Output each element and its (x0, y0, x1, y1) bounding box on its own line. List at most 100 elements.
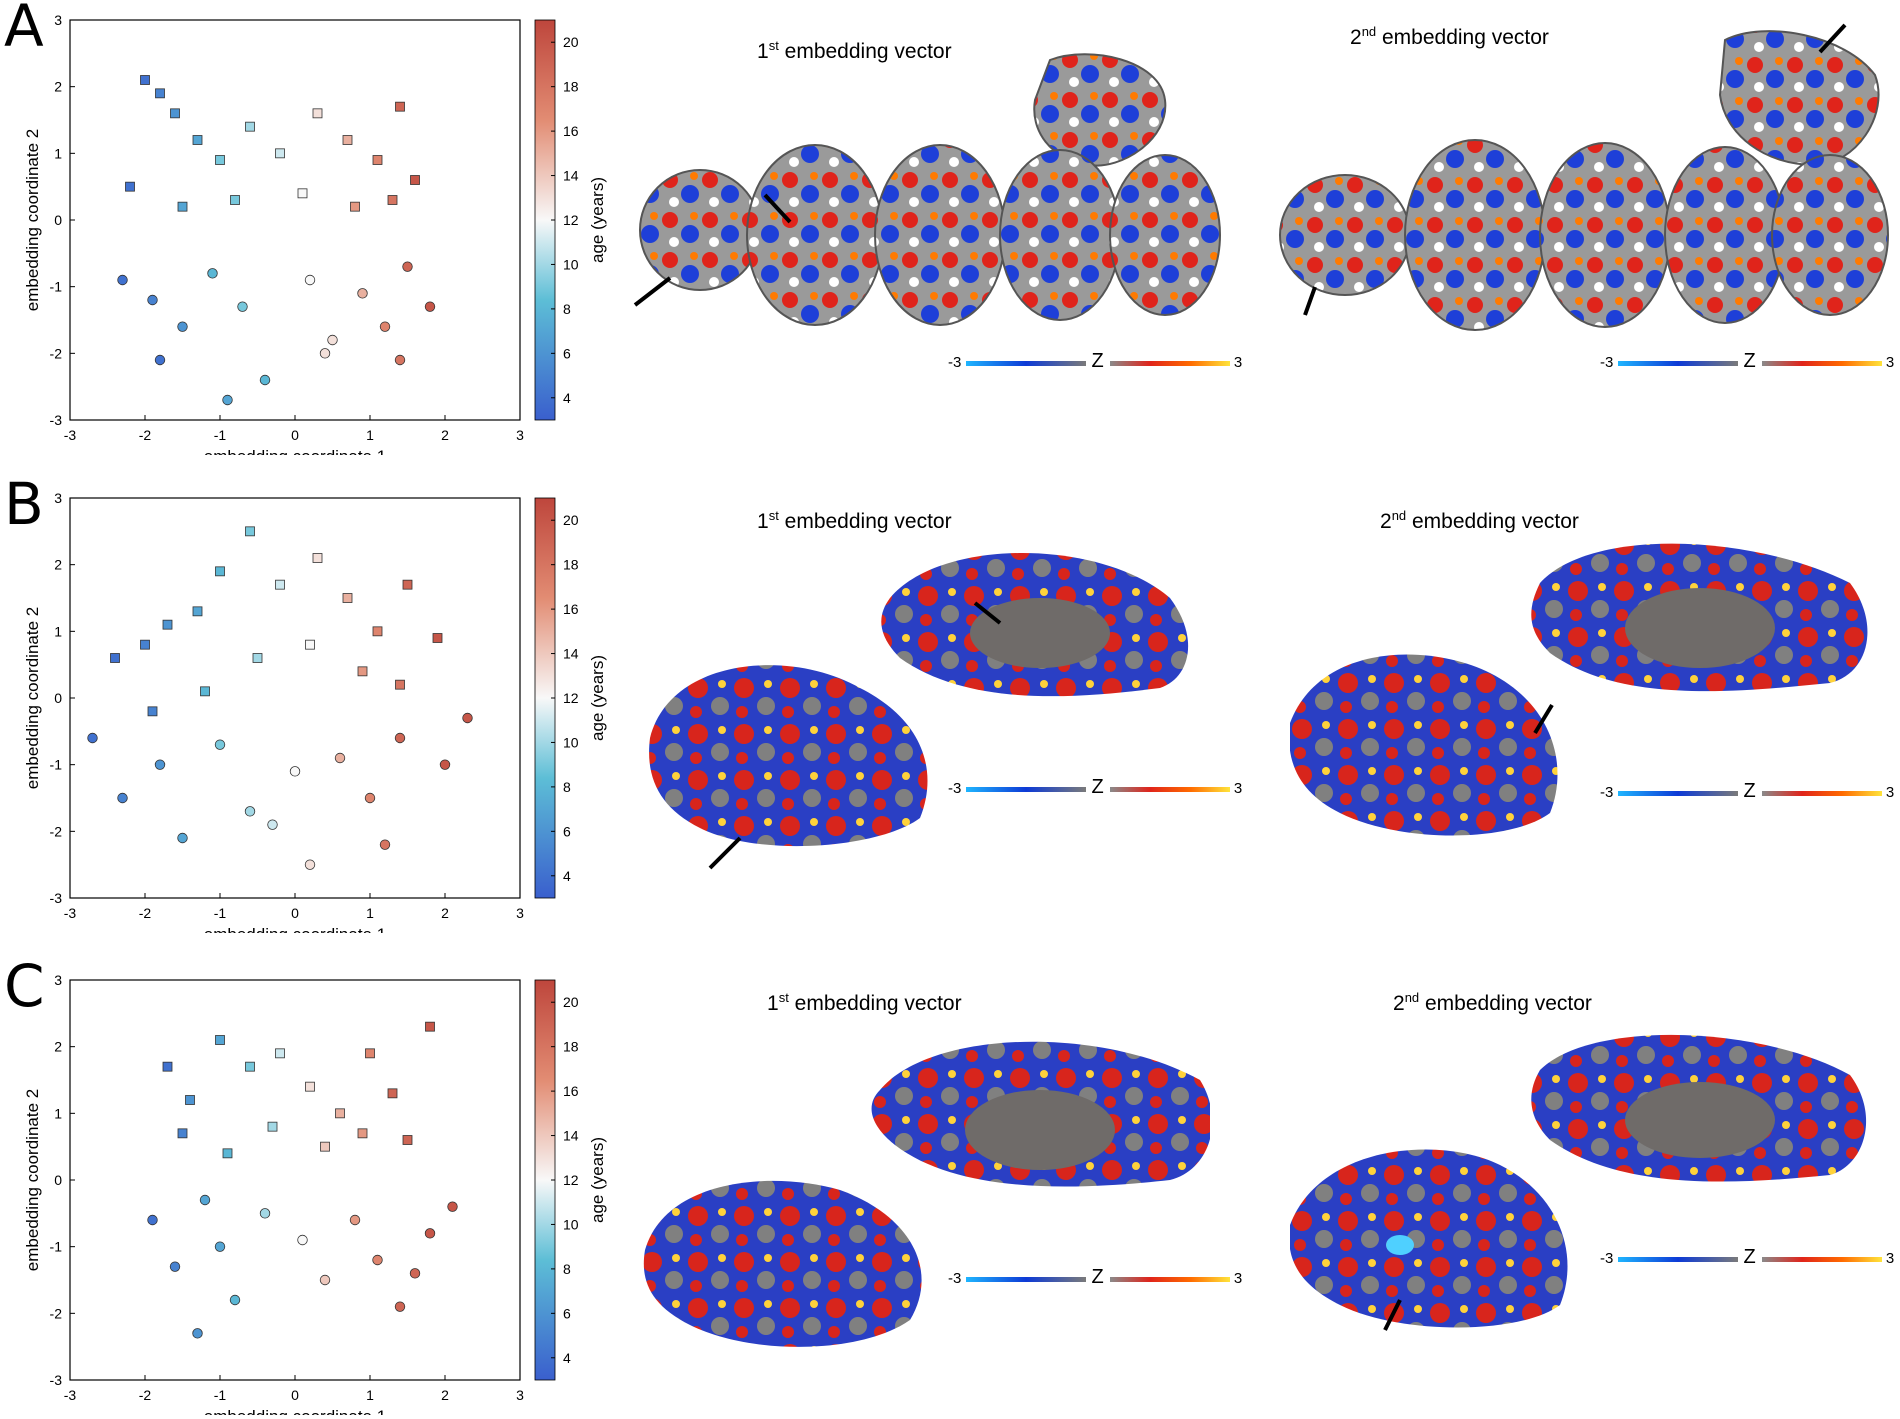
arrow-icon (708, 836, 742, 870)
vector-title-1: 1st embedding vector (757, 508, 952, 533)
square-point (275, 1048, 285, 1059)
square-point (335, 1108, 345, 1119)
circle-point (259, 374, 271, 386)
circle-point (439, 759, 451, 770)
y-tick-label: 1 (54, 145, 62, 161)
cortical-surface-vector-2 (1290, 1034, 1867, 1331)
y-tick-label: 2 (54, 557, 62, 573)
square-point (267, 1121, 278, 1132)
square-point (147, 706, 158, 717)
square-point (395, 679, 405, 690)
circle-point (327, 334, 338, 346)
circle-point (304, 274, 316, 286)
y-tick-label: 3 (54, 490, 62, 506)
circle-point (169, 1261, 181, 1272)
colorbar-tick-label: 14 (563, 1128, 579, 1144)
cortical-surface-vector-2 (1290, 543, 1868, 836)
x-tick-label: 0 (291, 905, 299, 921)
y-tick-label: -3 (50, 412, 63, 428)
vector-title-1: 1st embedding vector (757, 38, 952, 63)
colorbar-tick-label: 14 (563, 168, 579, 184)
circle-point (394, 732, 406, 744)
circle-point (447, 1201, 458, 1212)
y-tick-label: 3 (54, 12, 62, 28)
y-axis-label: embedding coordinate 2 (23, 607, 42, 789)
panel-letter: B (4, 470, 44, 538)
square-point (402, 579, 413, 590)
colorbar-tick-label: 16 (563, 123, 579, 139)
square-point (215, 155, 225, 165)
panel-letter: C (4, 952, 45, 1020)
square-point (155, 88, 165, 99)
circle-point (177, 832, 188, 844)
colorbar-tick-label: 16 (563, 601, 579, 617)
colorbar-tick-label: 12 (563, 212, 579, 228)
circle-point (214, 739, 226, 750)
circle-point (379, 321, 391, 332)
square-point (365, 1048, 375, 1059)
colorbar-label: age (years) (588, 1137, 607, 1223)
colorbar-tick-label: 12 (563, 690, 579, 706)
vector-title-2: 2nd embedding vector (1393, 990, 1592, 1015)
plot-frame (69, 979, 521, 1381)
colorbar-tick-label: 10 (563, 734, 579, 750)
square-point (245, 1061, 255, 1072)
vector-title-2: 2nd embedding vector (1350, 24, 1549, 49)
square-point (245, 526, 255, 537)
colorbar-tick-label: 14 (563, 646, 579, 662)
colorbar-tick-label: 18 (563, 79, 579, 95)
colorbar-tick-label: 20 (563, 512, 579, 528)
x-tick-label: -2 (139, 427, 152, 443)
circle-point (177, 321, 188, 332)
z-scale-2: -3 Z 3 (1600, 350, 1895, 372)
circle-point (154, 354, 166, 366)
square-point (312, 108, 323, 119)
arrow-icon (633, 276, 672, 307)
square-point (312, 553, 323, 563)
square-point (357, 1128, 368, 1139)
axial-slices-vector-1 (633, 53, 1221, 326)
x-tick-label: -2 (139, 905, 152, 921)
x-tick-label: -1 (214, 1387, 227, 1403)
circle-point (259, 1208, 271, 1219)
square-point (177, 1128, 188, 1139)
y-tick-label: 0 (54, 690, 62, 706)
circle-point (117, 792, 128, 804)
y-tick-label: 3 (54, 972, 62, 988)
colorbar-tick-label: 6 (563, 345, 571, 361)
vector-title-2: 2nd embedding vector (1380, 508, 1579, 533)
circle-point (192, 1328, 203, 1339)
plot-frame (69, 19, 521, 421)
x-tick-label: -1 (214, 427, 227, 443)
square-point (342, 593, 353, 603)
x-tick-label: 1 (366, 1387, 374, 1403)
circle-point (379, 839, 391, 850)
x-tick-label: -3 (64, 905, 77, 921)
circle-point (319, 348, 331, 359)
circle-point (424, 301, 436, 312)
panel-letter: A (4, 0, 44, 60)
circle-point (364, 792, 376, 804)
x-tick-label: -2 (139, 1387, 152, 1403)
colorbar-tick-label: 10 (563, 1216, 579, 1232)
y-tick-label: 0 (54, 212, 62, 228)
arrow-icon (1383, 1299, 1402, 1331)
x-axis-label: embedding coordinate 1 (204, 447, 386, 455)
square-point (350, 201, 360, 212)
colorbar-label: age (years) (588, 177, 607, 263)
z-scale-2: -3 Z 3 (1600, 1246, 1895, 1268)
square-point (320, 1141, 330, 1152)
colorbar-tick-label: 10 (563, 256, 579, 272)
x-tick-label: 2 (441, 905, 449, 921)
x-tick-label: 1 (366, 427, 374, 443)
y-tick-label: -3 (50, 1372, 63, 1388)
circle-point (237, 301, 248, 312)
x-tick-label: 2 (441, 427, 449, 443)
square-point (192, 606, 203, 617)
y-tick-label: 0 (54, 1172, 62, 1188)
y-tick-label: -3 (50, 890, 63, 906)
square-point (245, 121, 255, 132)
y-tick-label: -1 (50, 1239, 63, 1255)
arrow-icon (1533, 703, 1554, 735)
vector-title-1: 1st embedding vector (767, 990, 962, 1015)
